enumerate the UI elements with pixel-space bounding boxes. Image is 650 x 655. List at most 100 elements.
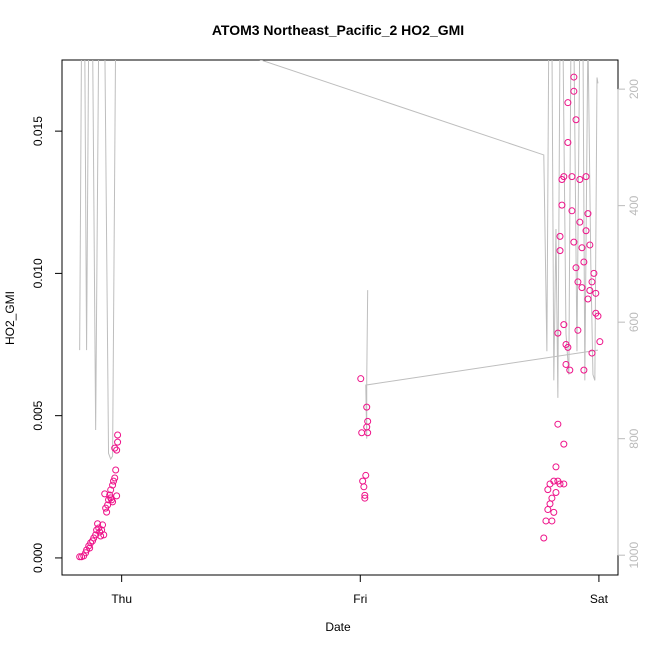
data-point [364, 429, 372, 437]
data-point [550, 477, 558, 485]
data-point [552, 463, 560, 471]
data-point [364, 417, 372, 425]
data-point [101, 490, 109, 498]
data-point [582, 227, 590, 235]
x-tick-label: Sat [590, 592, 609, 606]
data-point [359, 477, 367, 485]
data-point [588, 278, 596, 286]
data-point [576, 218, 584, 226]
data-point [361, 491, 369, 499]
data-point [562, 360, 570, 368]
x-tick-label: Thu [111, 592, 132, 606]
data-point [582, 173, 590, 181]
y-tick-label: 0.010 [31, 258, 45, 288]
data-point [564, 139, 572, 147]
pressure-line [79, 60, 599, 461]
data-point [552, 488, 560, 496]
data-point [113, 492, 121, 500]
data-point [554, 329, 562, 337]
data-point [106, 491, 114, 499]
data-point [361, 494, 369, 502]
y2-tick-label: 200 [627, 79, 641, 99]
data-point [560, 321, 568, 329]
chart-title: ATOM3 Northeast_Pacific_2 HO2_GMI [212, 22, 464, 38]
data-point [113, 446, 121, 454]
data-point [556, 232, 564, 240]
data-point [570, 238, 578, 246]
data-point [570, 87, 578, 95]
data-point [576, 176, 584, 184]
data-point [580, 258, 588, 266]
data-point [586, 286, 594, 294]
y-tick-label: 0.015 [31, 116, 45, 146]
data-point [114, 431, 122, 439]
y-tick-label: 0.005 [31, 400, 45, 430]
x-tick-label: Fri [353, 592, 367, 606]
data-point [556, 480, 564, 488]
data-point [566, 366, 574, 374]
data-point [554, 420, 562, 428]
data-point [558, 201, 566, 209]
data-point [544, 506, 552, 514]
data-point [592, 289, 600, 297]
data-point [107, 486, 115, 494]
data-point [358, 429, 366, 437]
data-point [568, 207, 576, 215]
data-point [99, 521, 107, 529]
y2-tick-label: 800 [627, 428, 641, 448]
data-point [584, 295, 592, 303]
data-point [574, 278, 582, 286]
data-point [109, 498, 117, 506]
data-point [596, 338, 604, 346]
data-point [578, 284, 586, 292]
data-point [580, 366, 588, 374]
data-point [590, 269, 598, 277]
y2-tick-label: 1000 [627, 542, 641, 569]
data-point [363, 403, 371, 411]
data-point [540, 534, 548, 542]
data-point [109, 481, 117, 489]
data-point [568, 173, 576, 181]
data-point [548, 494, 556, 502]
data-point [588, 349, 596, 357]
y2-tick-label: 600 [627, 312, 641, 332]
data-point [578, 244, 586, 252]
y-tick-label: 0.000 [31, 543, 45, 573]
data-point [100, 531, 108, 539]
data-point [105, 496, 113, 504]
data-point [570, 73, 578, 81]
data-point [544, 486, 552, 494]
data-point [550, 508, 558, 516]
data-point [560, 173, 568, 181]
data-point [110, 477, 118, 485]
data-point [586, 241, 594, 249]
data-point [560, 480, 568, 488]
data-point [572, 116, 580, 124]
data-point [111, 444, 119, 452]
data-point [560, 440, 568, 448]
plot-frame [61, 59, 619, 576]
data-point [542, 517, 550, 525]
data-point [564, 343, 572, 351]
data-point [572, 264, 580, 272]
data-point [104, 501, 112, 509]
data-point [82, 549, 90, 557]
data-point [546, 500, 554, 508]
data-point [94, 520, 102, 528]
y-axis-label: HO2_GMI [3, 291, 17, 345]
data-point [107, 494, 115, 502]
x-axis-label: Date [325, 620, 351, 634]
data-point [564, 99, 572, 107]
data-point [87, 539, 95, 547]
plot-area [76, 60, 604, 561]
data-point [357, 375, 365, 383]
y2-tick-label: 400 [627, 195, 641, 215]
data-point [111, 474, 119, 482]
data-point [76, 553, 84, 561]
pressure-line [365, 290, 599, 439]
data-point [574, 326, 582, 334]
data-point [114, 438, 122, 446]
data-point [362, 471, 370, 479]
data-point [556, 247, 564, 255]
